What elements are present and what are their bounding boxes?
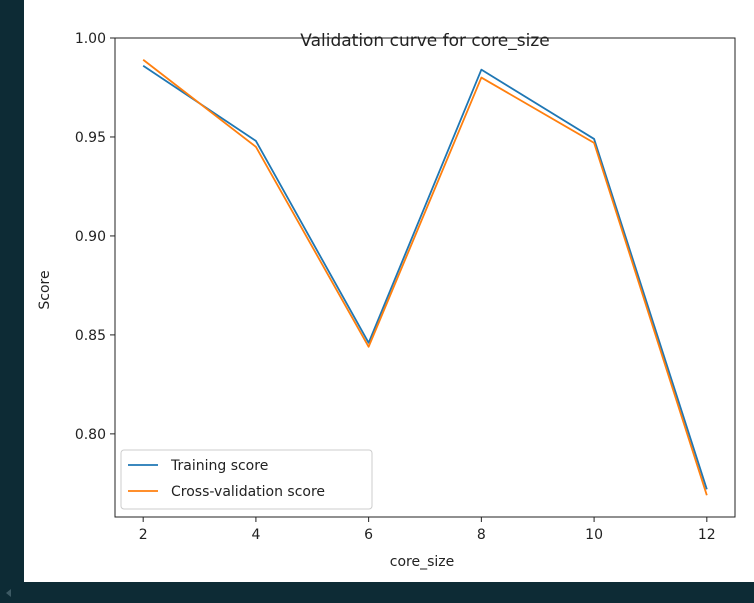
legend-entry-label: Cross-validation score bbox=[171, 484, 325, 500]
validation-curve-chart: Validation curve for core_size core_size… bbox=[37, 31, 736, 570]
x-tick-label: 10 bbox=[585, 527, 603, 543]
y-tick-label: 0.90 bbox=[75, 229, 106, 245]
series-line-training-score bbox=[142, 64, 708, 490]
legend-entry-label: Training score bbox=[170, 458, 268, 474]
y-tick-label: 0.85 bbox=[75, 328, 106, 344]
x-tick-label: 2 bbox=[139, 527, 148, 543]
y-tick-label: 0.80 bbox=[75, 427, 106, 443]
legend-box bbox=[120, 449, 373, 510]
x-axis-ticks: 2 4 6 8 10 12 bbox=[139, 517, 716, 543]
y-axis-label: Score bbox=[37, 270, 53, 309]
y-tick-label: 0.95 bbox=[75, 130, 106, 146]
x-axis-label: core_size bbox=[390, 554, 454, 570]
x-tick-label: 12 bbox=[698, 527, 716, 543]
y-tick-label: 1.00 bbox=[75, 31, 106, 47]
x-tick-label: 8 bbox=[477, 527, 486, 543]
x-tick-label: 6 bbox=[364, 527, 373, 543]
x-tick-label: 4 bbox=[251, 527, 260, 543]
series-lines bbox=[142, 59, 708, 496]
y-axis-ticks: 0.80 0.85 0.90 0.95 1.00 bbox=[75, 31, 115, 443]
series-line-cross-validation-score bbox=[142, 59, 708, 496]
scroll-left-arrow-icon[interactable] bbox=[6, 589, 11, 597]
chart-title: Validation curve for core_size bbox=[300, 31, 549, 51]
legend: Training score Cross-validation score bbox=[120, 449, 373, 510]
figure-canvas: Validation curve for core_size core_size… bbox=[24, 0, 754, 582]
